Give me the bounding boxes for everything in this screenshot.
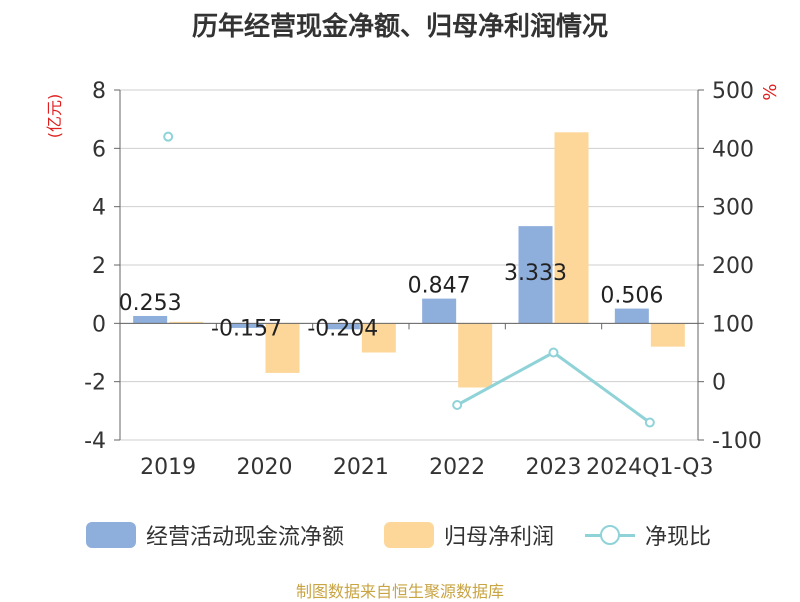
y-right-tick-label: 0	[712, 371, 726, 396]
x-tick-label: 2021	[333, 455, 389, 480]
x-tick-label: 2019	[140, 455, 196, 480]
bar-profit	[650, 323, 685, 347]
chart-title: 历年经营现金净额、归母净利润情况	[191, 12, 608, 42]
bar-profit	[458, 323, 493, 388]
bar-cashflow	[325, 323, 360, 330]
legend-label-profit: 归母净利润	[444, 525, 555, 550]
legend-label-ratio: 净现比	[645, 525, 712, 550]
y-right-axis-label: %	[760, 83, 781, 100]
ratio-point	[644, 417, 655, 428]
y-left-tick-label: 2	[92, 254, 106, 279]
y-right-tick-label: 200	[712, 254, 754, 279]
legend-item-cashflow[interactable]: 经营活动现金流净额	[86, 519, 344, 551]
bar-cashflow	[422, 298, 457, 324]
data-label-cashflow: 0.847	[408, 274, 471, 299]
legend-swatch-profit	[384, 522, 434, 548]
source-note: 制图数据来自恒生聚源数据库	[295, 582, 504, 601]
bar-profit	[265, 323, 300, 373]
bar-profit	[169, 321, 204, 324]
x-tick-label: 2022	[429, 455, 485, 480]
x-tick-label: 2024Q1-Q3	[586, 455, 713, 480]
data-label-cashflow: -0.157	[211, 316, 282, 341]
x-tick-label: 2020	[237, 455, 293, 480]
data-label-cashflow: 0.506	[600, 284, 663, 309]
bar-profit	[554, 132, 589, 324]
bar-cashflow	[614, 308, 649, 324]
line-layer	[163, 131, 655, 428]
ratio-line-segment	[552, 351, 651, 424]
y-left-tick-label: 4	[92, 196, 106, 221]
data-label-cashflow: 0.253	[119, 291, 182, 316]
y-right-tick-label: 300	[712, 196, 754, 221]
bars-layer	[133, 132, 685, 388]
y-left-tick-label: 0	[92, 312, 106, 337]
bar-profit	[361, 323, 396, 353]
y-right-tick-label: 400	[712, 137, 754, 162]
labels-layer: 0.253 -0.157 -0.204 0.847 3.333 0.506	[119, 261, 664, 341]
y-right-tick-label: 100	[712, 312, 754, 337]
axes-layer: 8 6 4 2 0 -2 -4 500 400 300 200 100 0 -100 2019 2020 202…	[84, 79, 762, 480]
y-left-tick-label: 6	[92, 137, 106, 162]
legend-item-profit[interactable]: 归母净利润	[384, 519, 554, 551]
data-label-cashflow: -0.204	[307, 316, 378, 341]
y-left-tick-label: 8	[92, 79, 106, 104]
bar-cashflow	[518, 226, 553, 324]
legend-label-cashflow: 经营活动现金流净额	[146, 525, 345, 550]
data-label-cashflow: 3.333	[504, 261, 567, 286]
y-right-tick-label: -100	[712, 429, 762, 454]
ratio-point	[452, 400, 463, 410]
bar-cashflow	[133, 315, 168, 324]
y-left-tick-label: -2	[84, 371, 106, 396]
y-left-axis-label: (亿元)	[45, 94, 64, 139]
bar-cashflow	[229, 323, 264, 328]
ratio-point	[163, 131, 174, 142]
ratio-point	[548, 347, 559, 358]
x-tick-label: 2023	[526, 455, 582, 480]
y-left-tick-label: -4	[84, 429, 106, 454]
legend-swatch-cashflow	[86, 522, 136, 548]
legend-line-ratio-icon	[585, 522, 635, 548]
legend-item-ratio[interactable]: 净现比	[585, 519, 711, 551]
ratio-line-segment	[456, 351, 555, 407]
grid-layer	[120, 89, 698, 441]
y-right-tick-label: 500	[712, 79, 754, 104]
